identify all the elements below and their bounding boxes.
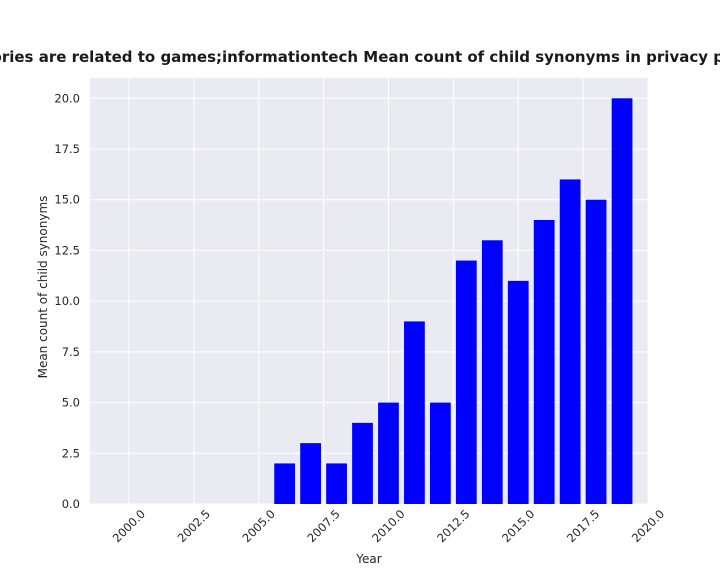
- x-tick-label: 2000.0: [110, 507, 148, 545]
- chart-title: Categories are related to games;informat…: [0, 48, 720, 66]
- bar-2010: [378, 402, 399, 504]
- y-tick-label: 15.0: [54, 193, 80, 207]
- bars: [274, 98, 633, 505]
- y-tick-label: 20.0: [54, 91, 80, 105]
- bar-2018: [585, 199, 607, 504]
- y-tick-label: 0.0: [62, 497, 80, 511]
- bar-2008: [326, 463, 347, 504]
- x-tick-label: 2012.5: [434, 507, 472, 545]
- x-tick-label: 2010.0: [369, 507, 407, 545]
- bar-2006: [274, 463, 296, 504]
- x-tick-label: 2015.0: [499, 507, 537, 545]
- bar-2011: [404, 321, 425, 504]
- x-tick-label: 2020.0: [629, 507, 667, 545]
- bar-2009: [352, 422, 373, 504]
- y-tick-label: 12.5: [54, 243, 80, 257]
- y-tick-label: 2.5: [62, 446, 80, 460]
- x-axis-label: Year: [355, 552, 381, 566]
- x-axis-ticks: 2000.0 2002.5 2005.0 2007.5 2010.0 2012.5 2015…: [110, 507, 667, 545]
- y-axis-ticks: 0.0 2.5 5.0 7.5 10.0 12.5 15.0 17.5 20.0: [54, 91, 80, 511]
- bar-2019: [611, 98, 633, 505]
- y-tick-label: 17.5: [54, 142, 80, 156]
- y-tick-label: 7.5: [62, 345, 80, 359]
- bar-2013: [455, 260, 477, 504]
- x-tick-label: 2005.0: [240, 507, 278, 545]
- x-tick-label: 2007.5: [304, 507, 342, 545]
- y-tick-label: 5.0: [62, 396, 80, 410]
- bar-2017: [559, 179, 581, 504]
- bar-2015: [507, 280, 529, 504]
- x-tick-label: 2002.5: [175, 507, 213, 545]
- x-tick-label: 2017.5: [564, 507, 602, 545]
- y-tick-label: 10.0: [54, 294, 80, 308]
- bar-2016: [533, 220, 555, 504]
- y-axis-label: Mean count of child synonyms: [36, 196, 50, 379]
- bar-2007: [300, 443, 321, 504]
- bar-2012: [429, 402, 451, 504]
- bar-2014: [481, 240, 503, 505]
